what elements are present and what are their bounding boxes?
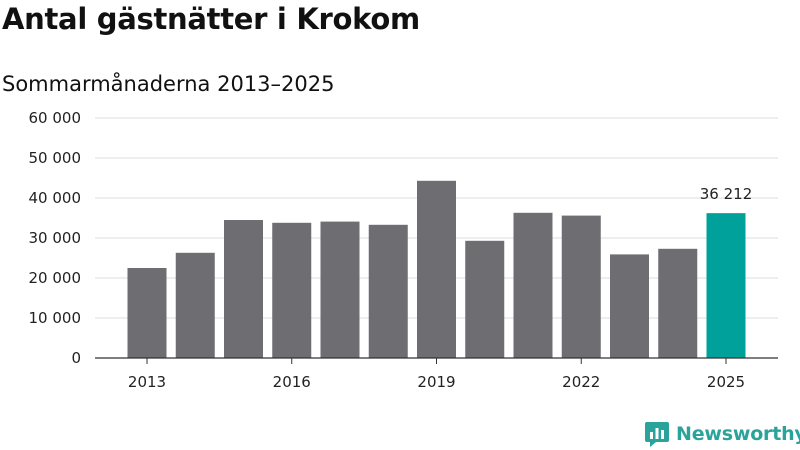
bar-2025 bbox=[706, 213, 746, 358]
x-tick-label: 2013 bbox=[128, 373, 166, 391]
x-tick-label: 2016 bbox=[273, 373, 311, 391]
bar-2023 bbox=[610, 254, 649, 358]
bar-2015 bbox=[224, 220, 263, 358]
y-tick-label: 0 bbox=[71, 349, 81, 367]
bar-2013 bbox=[127, 268, 167, 358]
bar-2021 bbox=[513, 212, 553, 358]
y-tick-label: 10 000 bbox=[29, 309, 82, 327]
y-tick-label: 30 000 bbox=[29, 229, 82, 247]
x-tick-label: 2019 bbox=[417, 373, 455, 391]
bar-2022 bbox=[561, 215, 601, 358]
bar-2014 bbox=[175, 252, 215, 358]
bars bbox=[127, 180, 746, 358]
bar-2016 bbox=[272, 222, 312, 358]
chart-title: Antal gästnätter i Krokom bbox=[2, 2, 420, 36]
x-tick-label: 2025 bbox=[707, 373, 745, 391]
y-tick-label: 20 000 bbox=[29, 269, 82, 287]
bar-2017 bbox=[320, 221, 360, 358]
chart-subtitle: Sommarmånaderna 2013–2025 bbox=[2, 72, 335, 96]
bar-2020 bbox=[465, 240, 505, 358]
brand-logo: Newsworthy bbox=[644, 420, 800, 448]
y-tick-label: 60 000 bbox=[29, 109, 82, 127]
newsworthy-logo-icon bbox=[645, 422, 669, 447]
data-labels: 36 212 bbox=[700, 185, 753, 203]
y-axis-ticks: 0 10 000 20 000 30 000 40 000 50 000 60 000 bbox=[29, 109, 82, 367]
x-tick-label: 2022 bbox=[562, 373, 600, 391]
bar-2024 bbox=[658, 248, 698, 358]
y-tick-label: 50 000 bbox=[29, 149, 82, 167]
bar-2018 bbox=[368, 224, 408, 358]
bar-2019 bbox=[417, 180, 456, 358]
x-axis-ticks: 2013 2016 2019 2022 2025 bbox=[128, 358, 745, 391]
data-label: 36 212 bbox=[700, 185, 753, 203]
y-tick-label: 40 000 bbox=[29, 189, 82, 207]
brand-name: Newsworthy bbox=[676, 423, 800, 445]
